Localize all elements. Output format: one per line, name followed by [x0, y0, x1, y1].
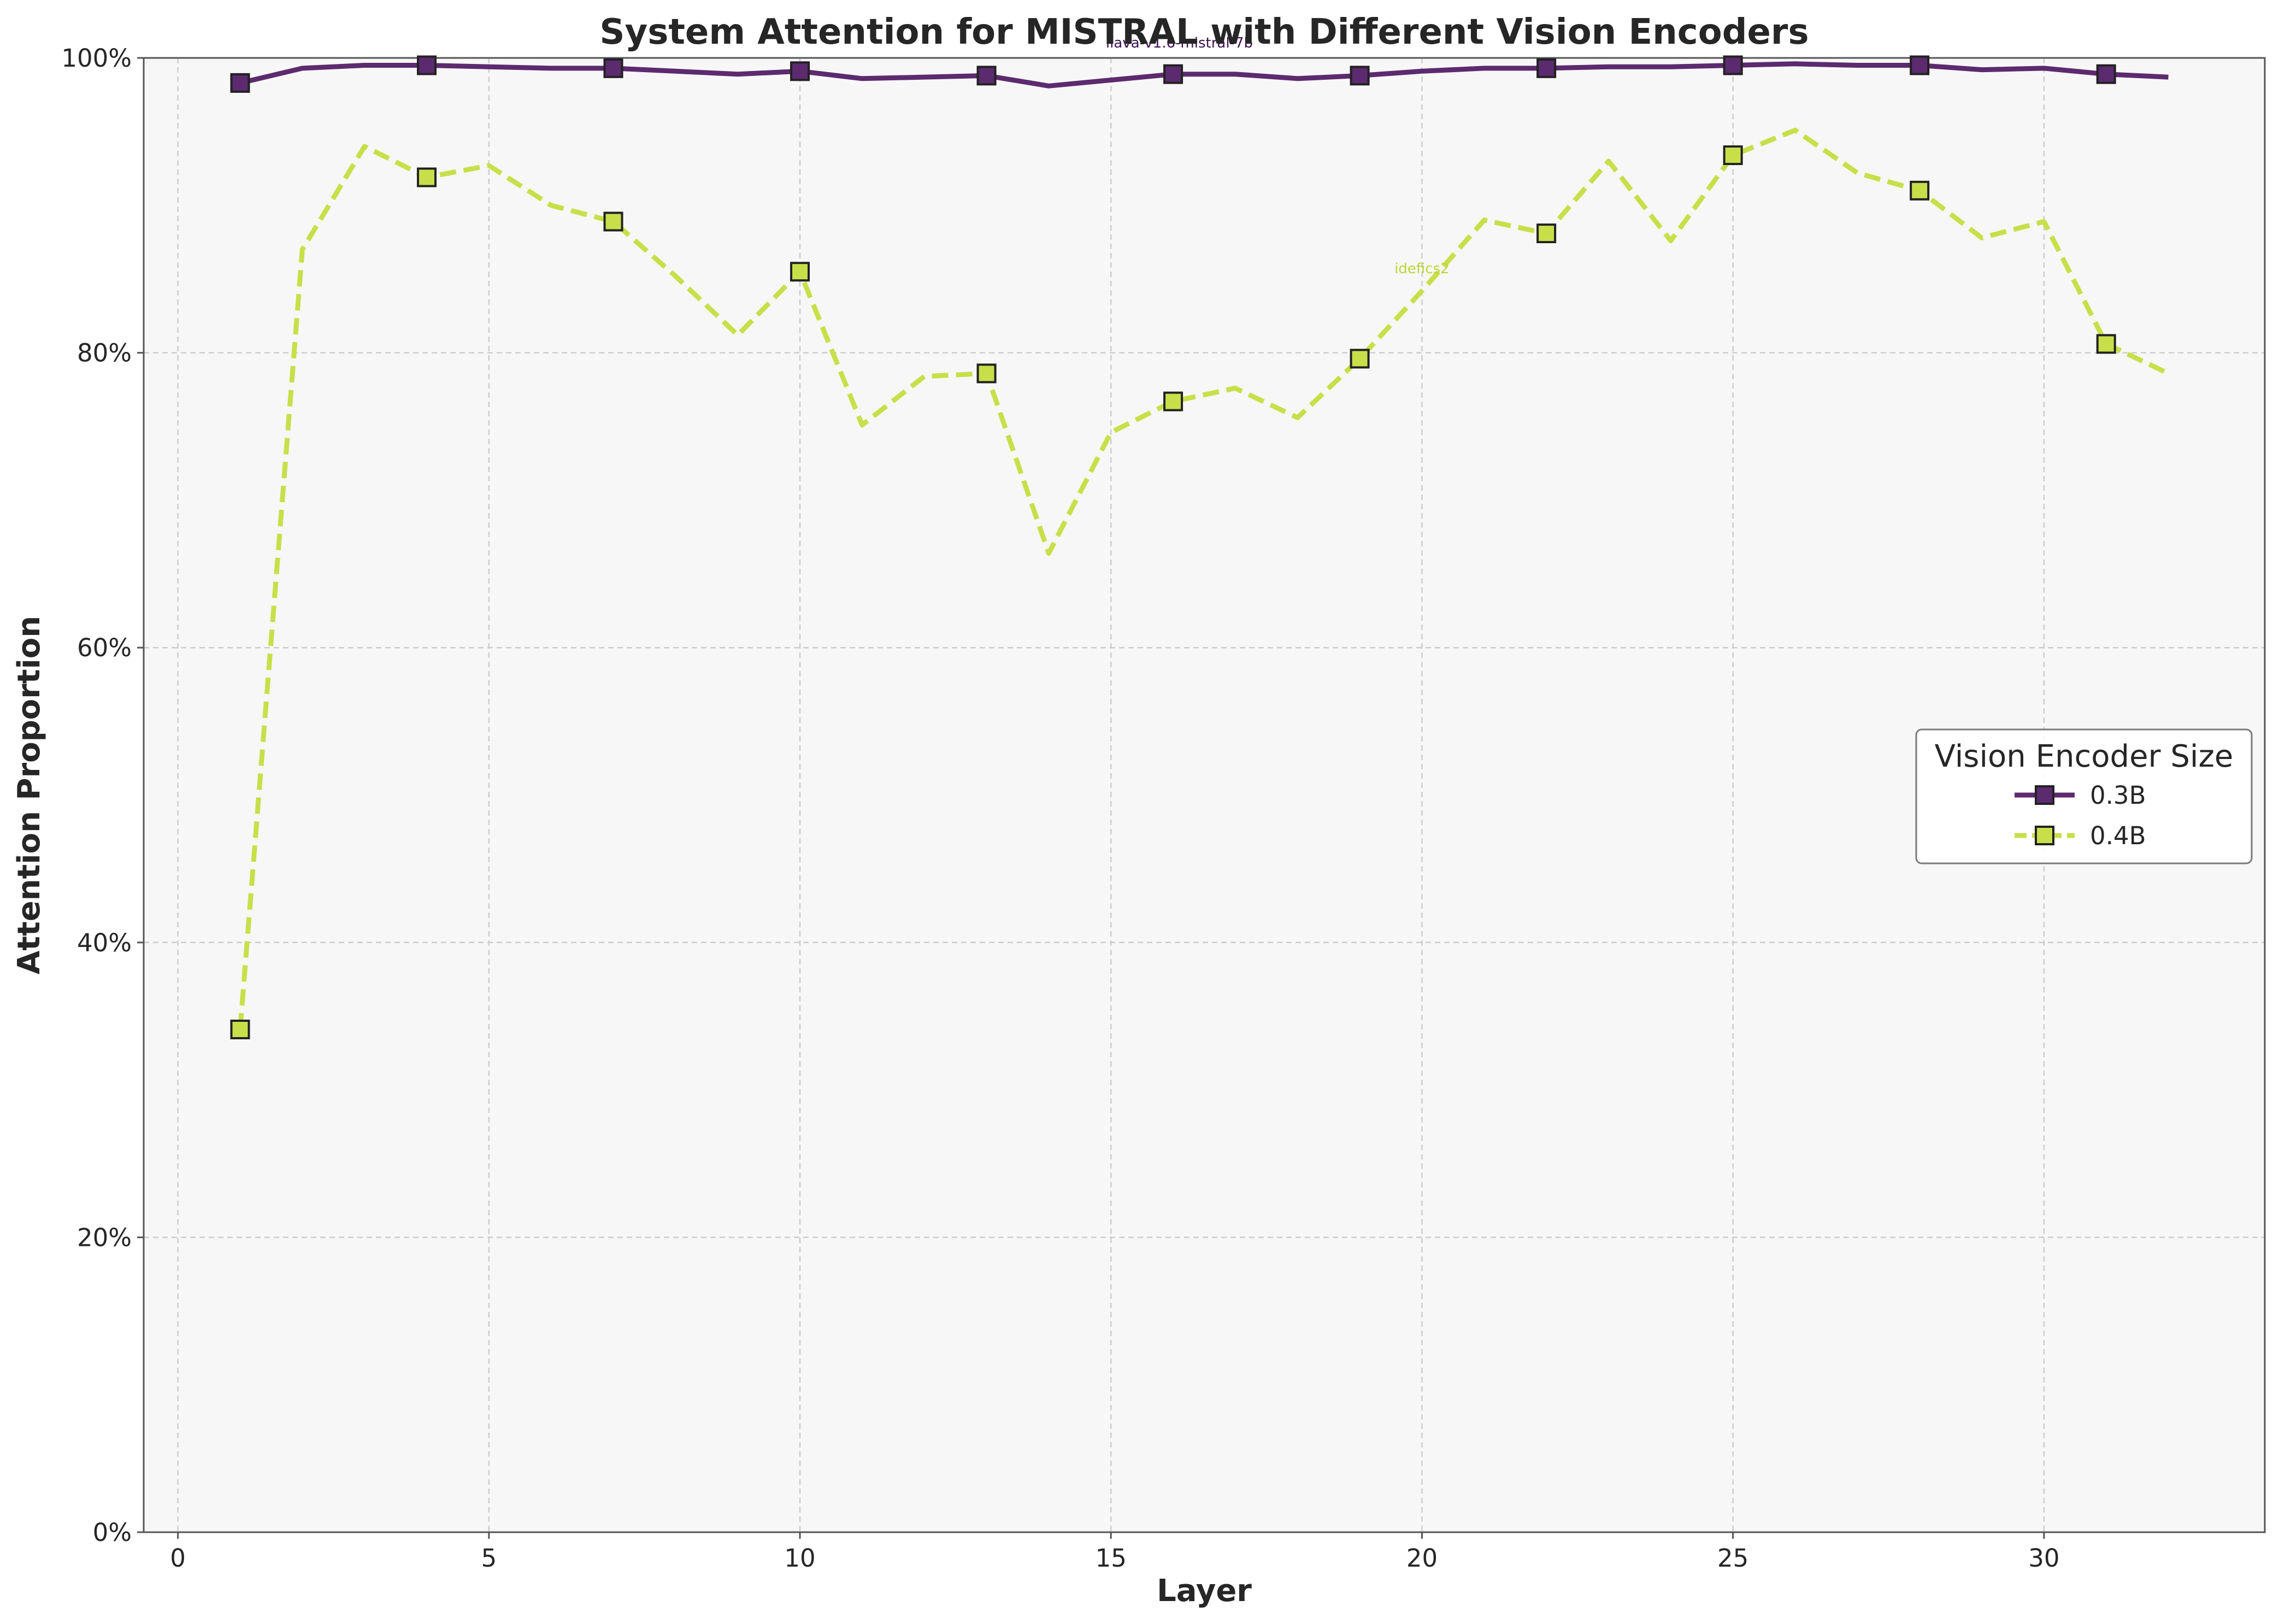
y-tick-label: 100%: [61, 44, 132, 73]
x-tick-label: 25: [1717, 1544, 1748, 1573]
y-tick-label: 80%: [77, 339, 132, 368]
legend-title: Vision Encoder Size: [1935, 739, 2234, 774]
data-point-marker: [2096, 64, 2116, 84]
series-annotation: llava-v1.6-mistral-7b: [1106, 35, 1253, 51]
data-point-marker: [230, 73, 250, 93]
y-tick-label: 20%: [77, 1223, 132, 1252]
data-point-marker: [1350, 349, 1370, 369]
data-point-marker: [1163, 391, 1183, 411]
data-point-marker: [1350, 66, 1370, 86]
series-line-0.4B: [238, 127, 2170, 1030]
annotations: llava-v1.6-mistral-7b idefics2: [1106, 35, 1450, 277]
data-point-marker: [2096, 334, 2116, 354]
plot-frame: [143, 57, 2266, 1533]
x-tick-label: 0: [170, 1544, 186, 1573]
data-point-marker: [1536, 58, 1557, 78]
data-point-marker: [1536, 223, 1557, 244]
legend-label: 0.3B: [2090, 781, 2146, 810]
data-point-marker: [1163, 64, 1183, 84]
legend-label: 0.4B: [2090, 821, 2146, 850]
x-tick-label: 20: [1406, 1544, 1438, 1573]
legend-marker: [2035, 826, 2054, 845]
series-annotation: idefics2: [1394, 261, 1449, 277]
x-tick-label: 30: [2028, 1544, 2059, 1573]
data-point-marker: [790, 262, 810, 282]
y-axis-label: Attention Proportion: [11, 616, 47, 974]
y-tick-label: 40%: [77, 928, 132, 957]
axis-ticks: 0 5 10 15 20 25 30 0% 20% 40% 60% 80% 100%: [61, 44, 2059, 1573]
y-tick-label: 60%: [77, 633, 132, 662]
x-tick-label: 15: [1096, 1544, 1127, 1573]
plot-area: [144, 58, 2265, 1532]
data-point-marker: [1723, 145, 1743, 166]
data-point-marker: [230, 1019, 250, 1039]
x-tick-label: 10: [784, 1544, 815, 1573]
data-point-marker: [976, 66, 997, 86]
legend-items: 0.3B 0.4B: [2015, 781, 2146, 850]
chart-title: System Attention for MISTRAL with Differ…: [599, 12, 1809, 52]
series-group: [230, 55, 2170, 1039]
legend-marker: [2035, 785, 2054, 805]
x-axis-label: Layer: [1157, 1573, 1252, 1609]
y-tick-label: 0%: [93, 1518, 132, 1547]
data-point-marker: [790, 61, 810, 81]
data-point-marker: [1910, 55, 1930, 75]
data-point-marker: [1910, 180, 1930, 201]
legend-box: [1915, 728, 2253, 864]
data-point-marker: [603, 58, 623, 78]
data-point-marker: [1723, 55, 1743, 75]
data-point-marker: [416, 167, 437, 187]
x-tick-label: 5: [481, 1544, 497, 1573]
data-point-marker: [603, 211, 623, 232]
legend: Vision Encoder Size 0.3B 0.4B: [1915, 728, 2253, 864]
series-line-0.3B: [239, 61, 2169, 89]
data-point-marker: [416, 55, 437, 75]
data-point-marker: [976, 363, 997, 384]
